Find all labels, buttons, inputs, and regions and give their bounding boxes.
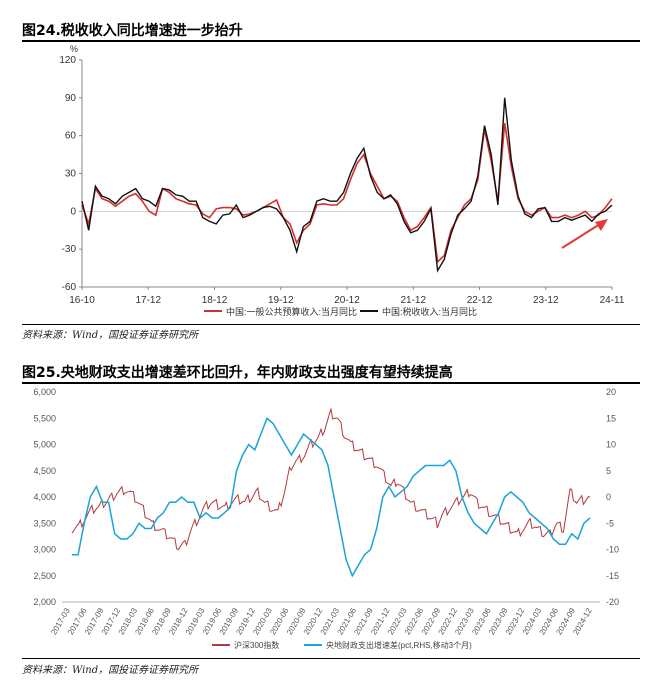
series-line-csi300 <box>71 407 591 551</box>
figure25-title-rule <box>22 382 640 384</box>
figure24-title: 图24.税收收入同比增速进一步抬升 <box>22 23 243 39</box>
y-right-tick-label: 20 <box>606 387 616 397</box>
figure25-source-rule <box>22 658 640 659</box>
fiscal-expenditure-chart: 2,000 2,500 3,000 3,500 4,000 4,500 5,000 5,500… <box>33 387 619 650</box>
x-tick-label: 24-11 <box>600 295 625 306</box>
trend-arrow-shaft <box>561 223 601 249</box>
x-tick-label: 19-12 <box>268 295 294 306</box>
y-left-tick-label: 2,000 <box>33 597 56 607</box>
x-tick-label: 23-12 <box>533 295 559 306</box>
x-tick-label: 17-12 <box>135 295 161 306</box>
legend-label-2: 中国:税收收入:当月同比 <box>382 306 477 317</box>
y-left-tick-label: 5,500 <box>33 413 56 423</box>
legend-label-1: 中国:一般公共预算收入:当月同比 <box>226 306 357 317</box>
y-tick-label: 90 <box>65 93 77 104</box>
y-left-tick-label: 2,500 <box>33 571 56 581</box>
legend-label-2: 央地财政支出增速差(pct,RHS,移动3个月) <box>326 640 472 650</box>
figure25-title: 图25.央地财政支出增速差环比回升，年内财政支出强度有望持续提高 <box>22 365 453 381</box>
x-tick-label: 16-10 <box>69 295 95 306</box>
y-tick-label: 0 <box>70 206 76 217</box>
series-line-spending-gap <box>72 417 591 578</box>
y-tick-label: 30 <box>65 169 77 180</box>
y-right-tick-label: 15 <box>606 413 616 423</box>
trend-arrow-head <box>595 219 608 231</box>
legend-label-1: 沪深300指数 <box>234 640 279 650</box>
figure24-source-rule <box>22 324 640 325</box>
y-right-tick-label: -20 <box>606 597 619 607</box>
y-right-tick-label: -5 <box>606 518 614 528</box>
y-tick-label: -30 <box>62 244 77 255</box>
y-right-tick-label: 5 <box>606 466 611 476</box>
figure24-title-rule <box>22 40 640 42</box>
figure24-source: 资料来源：Wind，国投证券证券研究所 <box>22 330 199 341</box>
x-tick-label: 22-12 <box>467 295 493 306</box>
y-tick-label: -60 <box>62 282 77 293</box>
tax-revenue-yoy-chart: % -60 -30 0 30 60 90 120 16-10 17-12 18-12 19-12 20-… <box>59 44 625 317</box>
y-right-tick-label: -15 <box>606 571 619 581</box>
y-tick-label: 60 <box>65 131 77 142</box>
x-tick-label: 20-12 <box>334 295 360 306</box>
y-left-tick-label: 5,000 <box>33 440 56 450</box>
y-left-tick-label: 3,500 <box>33 518 56 528</box>
series-line-2 <box>81 97 613 273</box>
y-right-tick-label: 0 <box>606 492 611 502</box>
y-right-tick-label: -10 <box>606 545 619 555</box>
figure25-source: 资料来源：Wind，国投证券证券研究所 <box>22 665 199 676</box>
y-axis-unit: % <box>70 44 78 54</box>
y-tick-label: 120 <box>59 55 76 66</box>
y-left-tick-label: 6,000 <box>33 387 56 397</box>
x-tick-label: 21-12 <box>400 295 426 306</box>
y-right-tick-label: 10 <box>606 440 616 450</box>
x-tick-label: 18-12 <box>202 295 228 306</box>
y-left-tick-label: 4,500 <box>33 466 56 476</box>
y-left-tick-label: 4,000 <box>33 492 56 502</box>
y-left-tick-label: 3,000 <box>33 545 56 555</box>
